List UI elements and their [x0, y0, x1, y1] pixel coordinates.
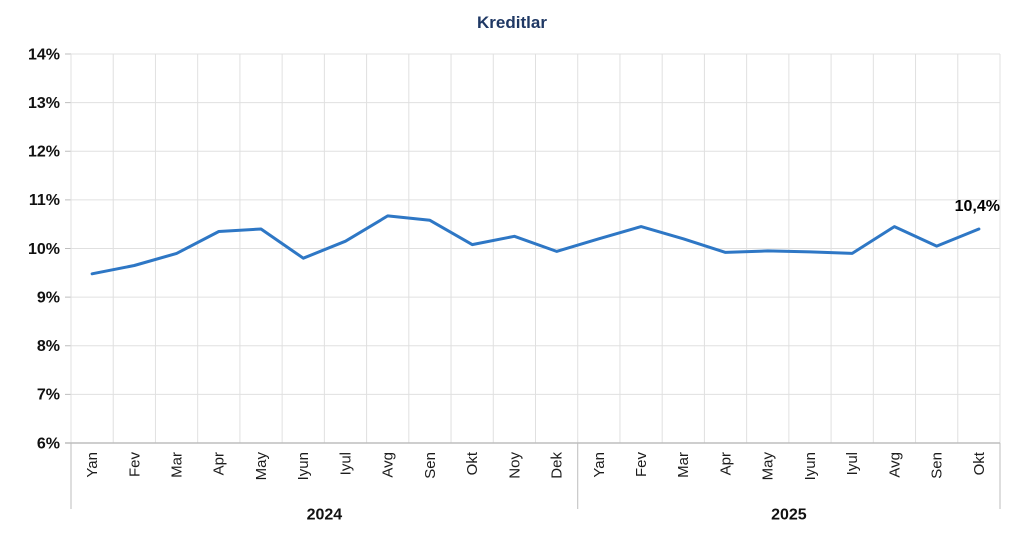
- grid-layer: [65, 53, 1001, 509]
- x-axis-month-label: Mar: [169, 452, 186, 478]
- x-axis-month-label: Sen: [929, 452, 946, 479]
- x-axis-month-label: Fev: [633, 452, 650, 478]
- chart-title: Kreditlar: [477, 13, 547, 32]
- x-axis-month-label: Okt: [464, 451, 481, 475]
- y-axis-tick-label: 8%: [37, 338, 60, 355]
- x-axis-month-label: Yan: [591, 452, 608, 478]
- x-axis-month-label: Mar: [675, 452, 692, 478]
- x-axis-month-label: Iyul: [844, 452, 861, 475]
- year-group-label: 2025: [771, 506, 807, 523]
- x-axis-month-label: Apr: [717, 452, 734, 475]
- year-group-label: 2024: [307, 506, 343, 523]
- y-axis-tick-label: 6%: [37, 435, 60, 452]
- y-axis-tick-label: 14%: [28, 46, 60, 63]
- x-axis-month-label: Okt: [971, 451, 988, 475]
- y-axis-tick-label: 12%: [28, 144, 60, 161]
- x-axis-month-label: Dek: [549, 452, 566, 479]
- x-axis-month-label: Apr: [211, 452, 228, 475]
- x-axis-month-label: May: [760, 452, 777, 481]
- credit-rate-line: [90, 214, 981, 276]
- x-axis-month-label: Fev: [126, 452, 143, 478]
- series-layer: [90, 214, 981, 276]
- y-axis-tick-label: 9%: [37, 289, 60, 306]
- x-axis-month-label: Noy: [506, 452, 523, 479]
- last-value-label: 10,4%: [955, 198, 1000, 215]
- x-axis-month-label: Avg: [380, 452, 397, 478]
- x-axis-month-label: Iyun: [802, 452, 819, 480]
- y-axis-tick-label: 13%: [28, 95, 60, 112]
- y-axis-tick-label: 11%: [29, 192, 60, 209]
- x-axis-month-label: Sen: [422, 452, 439, 479]
- x-axis-month-label: Iyun: [295, 452, 312, 480]
- x-axis-month-label: Avg: [886, 452, 903, 478]
- y-axis-tick-label: 7%: [37, 387, 60, 404]
- y-axis-tick-label: 10%: [28, 241, 60, 258]
- x-axis-month-label: Iyul: [337, 452, 354, 475]
- label-layer: 6% 7% 8% 9% 10% 11% 12% 13% 14% Yan Fev Mar Apr May Iy…: [28, 46, 1000, 523]
- x-axis-month-label: Yan: [84, 452, 101, 478]
- x-axis-month-label: May: [253, 452, 270, 481]
